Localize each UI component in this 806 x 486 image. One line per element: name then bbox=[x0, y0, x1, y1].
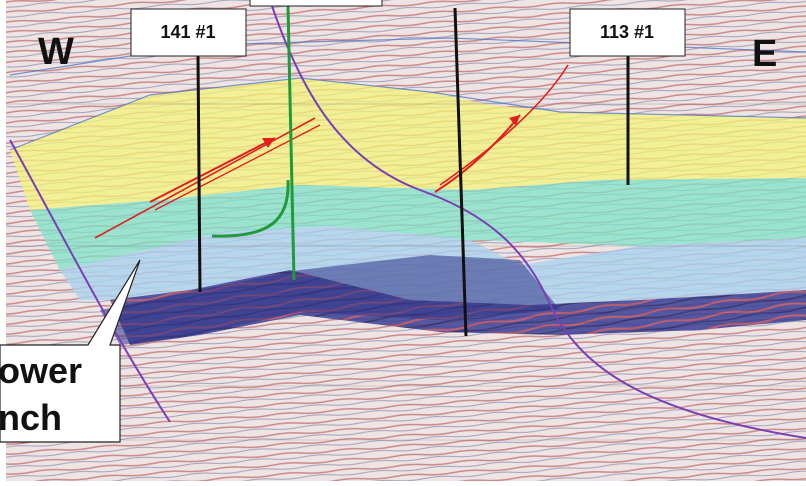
callout-bubble bbox=[0, 259, 141, 443]
thrust-arrow bbox=[434, 114, 521, 193]
top-label-box bbox=[249, 0, 383, 7]
well-green-deviated bbox=[211, 179, 290, 238]
callout-line-1: ower bbox=[0, 350, 82, 391]
well-center-line bbox=[453, 7, 468, 337]
east-label: E bbox=[752, 33, 777, 75]
well-113-label-box bbox=[569, 8, 686, 57]
well-113-label: 113 #1 bbox=[600, 22, 654, 42]
thrust-arrow bbox=[149, 137, 276, 203]
thrust-line bbox=[439, 64, 569, 186]
well-141-label-box bbox=[130, 8, 247, 57]
upper-zone-yellow bbox=[10, 78, 806, 210]
well-141-label: 141 #1 bbox=[160, 22, 215, 42]
middle-zone-teal bbox=[30, 178, 806, 270]
callout-line-2: nch bbox=[0, 397, 62, 438]
deep-zone-left bbox=[100, 255, 560, 345]
left-margin bbox=[0, 0, 6, 481]
well-141-line bbox=[196, 55, 202, 293]
horizon-line bbox=[9, 77, 806, 151]
west-label: W bbox=[38, 31, 74, 73]
thrust-line bbox=[94, 117, 316, 239]
thrust-arrowhead bbox=[509, 115, 520, 126]
well-green-vertical bbox=[286, 5, 296, 281]
thrust-line bbox=[154, 124, 321, 211]
fault-line-main bbox=[269, 0, 806, 439]
fault-line-west bbox=[9, 139, 171, 423]
